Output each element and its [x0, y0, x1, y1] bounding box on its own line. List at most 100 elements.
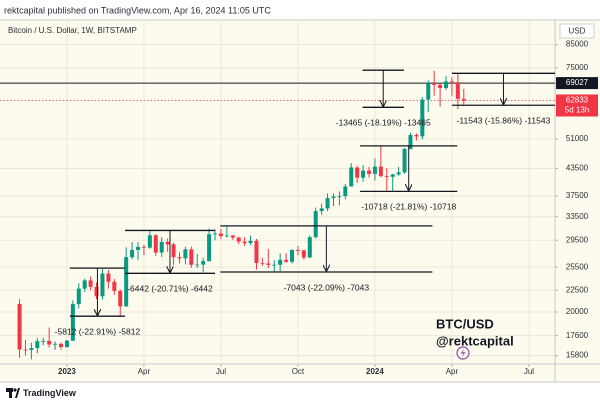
candle-body	[195, 264, 200, 266]
y-tick-label: 25500	[566, 262, 589, 271]
price-label: 62833	[566, 96, 589, 105]
y-tick-label: 17600	[566, 331, 589, 340]
y-tick-label: 15800	[566, 351, 589, 360]
candle-body	[41, 341, 46, 342]
candle-body	[343, 186, 348, 197]
y-tick-label: 43500	[566, 164, 589, 173]
candle-body	[313, 211, 318, 238]
header-bar	[0, 0, 600, 20]
candle-body	[70, 304, 75, 341]
candle-body	[177, 257, 182, 259]
candle-body	[402, 149, 407, 173]
brand-name: TradingView	[23, 388, 77, 398]
candle-body	[378, 166, 383, 177]
candle-body	[272, 264, 277, 266]
candle-body	[82, 280, 87, 289]
candle-body	[236, 237, 241, 242]
y-tick-label: 29500	[566, 235, 589, 244]
price-label-box	[556, 94, 598, 117]
y-tick-label: 85000	[566, 40, 589, 49]
candle-body	[94, 286, 99, 297]
currency-box	[559, 23, 595, 39]
candle-body	[165, 241, 170, 245]
candle-body	[307, 237, 312, 258]
measure-label: -5812 (-22.91%) -5812	[55, 326, 141, 336]
candle-body	[242, 241, 247, 244]
candle-body	[183, 249, 188, 259]
candle-body	[224, 235, 229, 237]
candle-body	[337, 196, 342, 197]
y-tick-label: 37500	[566, 191, 589, 200]
candle-body	[59, 343, 64, 348]
candle-body	[100, 273, 105, 297]
watermark-line: BTC/USD	[436, 316, 494, 331]
candle-body	[408, 134, 413, 150]
candle-body	[118, 290, 123, 307]
candle-body	[153, 235, 158, 253]
candle-body	[201, 261, 206, 265]
candle-body	[426, 83, 431, 100]
candle-body	[207, 234, 212, 262]
candle-body	[384, 176, 389, 177]
candle-body	[218, 233, 223, 237]
candle-body	[260, 262, 265, 264]
candle-body	[396, 172, 401, 175]
candle-body	[361, 170, 366, 178]
x-tick-label: 2023	[58, 367, 76, 376]
candle-body	[35, 341, 40, 349]
watermark-line: @rektcapital	[436, 333, 514, 348]
chart-title: Bitcoin / U.S. Dollar, 1W, BITSTAMP	[8, 26, 137, 35]
candle-body	[284, 259, 289, 262]
candle-body	[319, 208, 324, 212]
candle-body	[124, 257, 129, 307]
candle-body	[106, 273, 111, 282]
plot-area	[0, 20, 555, 364]
y-tick-label: 20000	[566, 307, 589, 316]
candle-body	[53, 343, 58, 345]
measure-label: -6442 (-20.71%) -6442	[127, 284, 213, 294]
measure-label: -10718 (-21.81%) -10718	[361, 202, 456, 212]
candle-body	[290, 249, 295, 262]
x-tick-label: Apr	[446, 367, 459, 376]
candle-body	[420, 99, 425, 137]
candle-body	[266, 263, 271, 265]
countdown-label: 5d 13h	[565, 106, 589, 115]
publisher-line: rektcapital published on TradingView.com…	[4, 5, 271, 15]
measure-label: -7043 (-22.09%) -7043	[284, 282, 370, 292]
candle-body	[17, 303, 22, 350]
x-tick-label: Jul	[216, 367, 226, 376]
candle-body	[331, 196, 336, 199]
x-tick-label: Apr	[138, 367, 151, 376]
footer-bar	[0, 382, 600, 402]
candle-body	[414, 134, 419, 137]
candle-body	[112, 281, 117, 291]
watermark-icon	[456, 346, 470, 360]
y-tick-label: 33500	[566, 212, 589, 221]
price-label: 69027	[566, 78, 589, 87]
candle-body	[159, 241, 164, 253]
candle-body	[444, 81, 449, 89]
candle-body	[461, 98, 466, 101]
candle-body	[189, 249, 194, 265]
candle-body	[136, 246, 141, 250]
candle-body	[76, 288, 81, 305]
candle-body	[47, 341, 52, 345]
candle-body	[23, 349, 28, 351]
measure-label: -13465 (-18.19%) -13465	[336, 118, 431, 128]
candle-body	[278, 259, 283, 265]
candle-body	[349, 167, 354, 187]
candle-body	[141, 246, 146, 248]
candle-body	[325, 198, 330, 209]
candle-body	[130, 249, 135, 258]
measure-label: -11543 (-15.86%) -11543	[457, 115, 551, 125]
candle-body	[230, 235, 235, 238]
candle-body	[88, 280, 93, 287]
candle-body	[147, 235, 152, 248]
y-tick-label: 51000	[566, 134, 589, 143]
candle-body	[455, 82, 460, 99]
candle-body	[295, 249, 300, 251]
y-tick-label: 75000	[566, 63, 589, 72]
candle-body	[248, 240, 253, 244]
price-label-box	[556, 77, 598, 90]
